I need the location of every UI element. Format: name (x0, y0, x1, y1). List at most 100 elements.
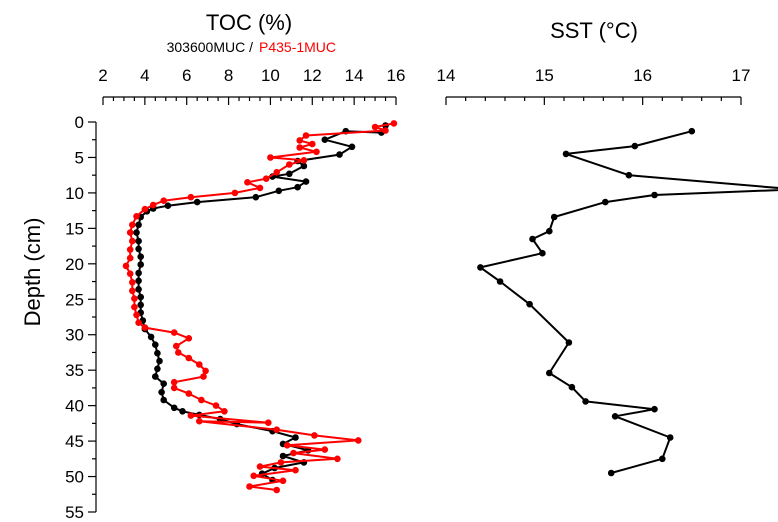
data-point (562, 150, 570, 158)
data-point (371, 123, 379, 131)
data-point (137, 301, 144, 309)
data-point (300, 157, 308, 164)
depth-tick-label: 15 (65, 219, 84, 238)
legend-label-p435-1muc: P435-1MUC (259, 39, 336, 55)
data-point (292, 434, 299, 441)
data-point (290, 449, 297, 457)
data-point (273, 426, 281, 434)
data-point (651, 191, 658, 199)
data-point (666, 434, 674, 441)
top-tick-label: 10 (261, 66, 280, 85)
data-point (262, 175, 270, 182)
data-point (198, 396, 205, 404)
data-point (565, 339, 573, 346)
top-tick-label: 2 (98, 66, 107, 85)
data-point (348, 143, 356, 151)
data-point (602, 198, 609, 206)
data-point (141, 324, 149, 331)
data-point (135, 221, 142, 229)
top-tick-label: 15 (535, 66, 554, 85)
data-point (283, 442, 291, 449)
depth-tick-label: 35 (65, 361, 84, 380)
data-point (202, 367, 209, 375)
series-line-panel-2-1 (479, 130, 778, 474)
data-point (250, 472, 257, 480)
data-point (546, 227, 553, 235)
data-point (275, 187, 283, 195)
data-point (212, 402, 220, 409)
data-point (477, 264, 484, 271)
data-point (296, 137, 304, 144)
data-point (185, 390, 193, 397)
data-point (273, 169, 281, 176)
data-point (568, 383, 576, 391)
data-point (296, 144, 304, 151)
data-point (321, 136, 329, 143)
data-point (135, 277, 142, 285)
depth-axis-title: Depth (cm) (20, 218, 45, 327)
data-point (256, 184, 264, 192)
data-point (611, 413, 619, 420)
depth-tick-label: 0 (75, 113, 84, 132)
depth-tick-label: 55 (65, 503, 84, 522)
data-point (294, 183, 301, 191)
top-tick-label: 6 (182, 66, 191, 85)
data-point (135, 269, 142, 277)
data-point (152, 341, 159, 349)
data-point (246, 483, 253, 490)
data-point (625, 171, 633, 179)
data-point (170, 329, 178, 336)
data-point (256, 463, 264, 470)
data-point (582, 398, 589, 405)
data-point (156, 357, 163, 365)
data-point (135, 286, 142, 293)
depth-tick-label: 20 (65, 255, 84, 274)
data-point (147, 333, 155, 341)
data-point (179, 408, 186, 415)
data-point (631, 142, 639, 150)
data-point (133, 213, 140, 220)
data-point (302, 132, 310, 139)
data-point (137, 293, 144, 301)
data-point (390, 120, 398, 127)
data-point (286, 161, 293, 168)
data-point (546, 369, 553, 377)
data-point (131, 303, 138, 311)
axes-layer: 0 5 10 15 20 25 30 35 40 45 50 55 2 4 6 8 10 12 14 16 14 15 16… (65, 66, 750, 522)
data-point (126, 246, 134, 253)
data-point (496, 278, 504, 285)
data-point (200, 373, 207, 380)
data-point (160, 380, 167, 388)
depth-tick-label: 25 (65, 290, 84, 309)
data-point (334, 455, 341, 463)
data-point (149, 201, 157, 209)
data-point (302, 178, 310, 185)
data-point (659, 455, 666, 463)
data-point (141, 205, 149, 213)
data-point (355, 437, 362, 444)
data-point (154, 365, 161, 373)
data-point (160, 396, 167, 404)
data-point (131, 295, 138, 302)
depth-tick-label: 10 (65, 184, 84, 203)
top-tick-label: 8 (224, 66, 233, 85)
data-point (135, 245, 142, 253)
data-point (300, 162, 308, 170)
data-point (529, 235, 536, 243)
data-point (160, 197, 167, 204)
data-point (279, 477, 287, 485)
data-point (133, 229, 140, 236)
data-point (126, 254, 134, 262)
data-point (170, 404, 178, 412)
data-point (313, 148, 320, 156)
top-tick-label: 16 (633, 66, 652, 85)
legend-label-303600muc: 303600MUC / (167, 39, 253, 55)
data-point (135, 319, 142, 327)
data-point (265, 419, 272, 427)
data-point (607, 469, 615, 477)
data-point (129, 287, 136, 295)
data-point (336, 151, 343, 158)
data-point (273, 486, 281, 494)
depth-tick-label: 30 (65, 326, 84, 345)
data-point (187, 193, 195, 201)
